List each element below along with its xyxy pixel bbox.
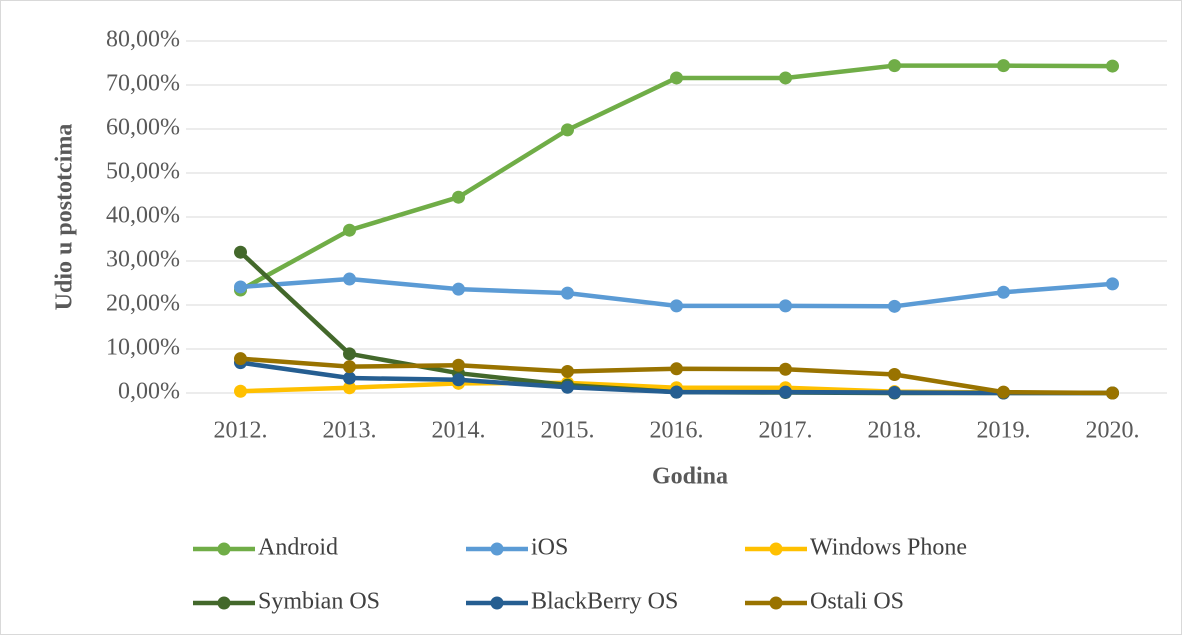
data-point [779, 385, 792, 399]
data-point [997, 385, 1010, 399]
x-tick-label: 2019. [977, 418, 1031, 444]
y-tick-label: 40,00% [106, 203, 180, 229]
legend-marker [490, 596, 504, 610]
y-tick-label: 80,00% [106, 27, 180, 53]
data-point [234, 384, 247, 398]
data-point [997, 285, 1010, 299]
data-point [888, 299, 901, 313]
data-point [779, 362, 792, 376]
x-tick-label: 2016. [650, 418, 704, 444]
data-point [234, 280, 247, 294]
data-point [1106, 59, 1119, 73]
legend-label: Ostali OS [810, 589, 904, 615]
y-tick-label: 50,00% [106, 159, 180, 185]
x-axis-title: Godina [652, 464, 728, 490]
y-tick-label: 20,00% [106, 291, 180, 317]
x-tick-label: 2012. [214, 418, 268, 444]
data-point [997, 59, 1010, 73]
data-point [452, 373, 465, 387]
data-point [888, 59, 901, 73]
data-point [561, 364, 574, 378]
data-point [452, 282, 465, 296]
data-point [343, 381, 356, 395]
data-point [779, 71, 792, 85]
data-point [343, 272, 356, 286]
x-tick-label: 2020. [1086, 418, 1140, 444]
y-tick-label: 70,00% [106, 71, 180, 97]
data-point [561, 286, 574, 300]
data-point [779, 299, 792, 313]
x-tick-label: 2017. [759, 418, 813, 444]
y-axis-title: Udio u postotcima [52, 124, 78, 311]
y-tick-label: 60,00% [106, 115, 180, 141]
data-point [670, 385, 683, 399]
data-point [670, 71, 683, 85]
x-tick-label: 2015. [541, 418, 595, 444]
legend-marker [490, 542, 504, 556]
data-point [234, 245, 247, 259]
data-point [670, 362, 683, 376]
data-point [452, 190, 465, 204]
data-point [888, 386, 901, 400]
data-point [234, 352, 247, 366]
data-point [343, 223, 356, 237]
legend-marker [769, 542, 783, 556]
data-point [561, 123, 574, 137]
legend-marker [769, 596, 783, 610]
y-tick-label: 0,00% [118, 379, 180, 405]
data-point [670, 299, 683, 313]
legend-label: Windows Phone [810, 535, 967, 561]
data-point [561, 380, 574, 394]
x-tick-label: 2018. [868, 418, 922, 444]
x-tick-label: 2014. [432, 418, 486, 444]
legend-label: BlackBerry OS [531, 589, 678, 615]
data-point [1106, 386, 1119, 400]
legend-label: iOS [531, 535, 568, 561]
data-point [343, 347, 356, 361]
data-point [888, 368, 901, 382]
y-tick-label: 10,00% [106, 335, 180, 361]
legend-label: Android [258, 535, 338, 561]
data-point [343, 360, 356, 374]
y-tick-label: 30,00% [106, 247, 180, 273]
legend-marker [217, 596, 231, 610]
legend-marker [217, 542, 231, 556]
x-tick-label: 2013. [323, 418, 377, 444]
data-point [343, 371, 356, 385]
data-point [452, 358, 465, 372]
legend-label: Symbian OS [258, 589, 380, 615]
data-point [1106, 277, 1119, 291]
